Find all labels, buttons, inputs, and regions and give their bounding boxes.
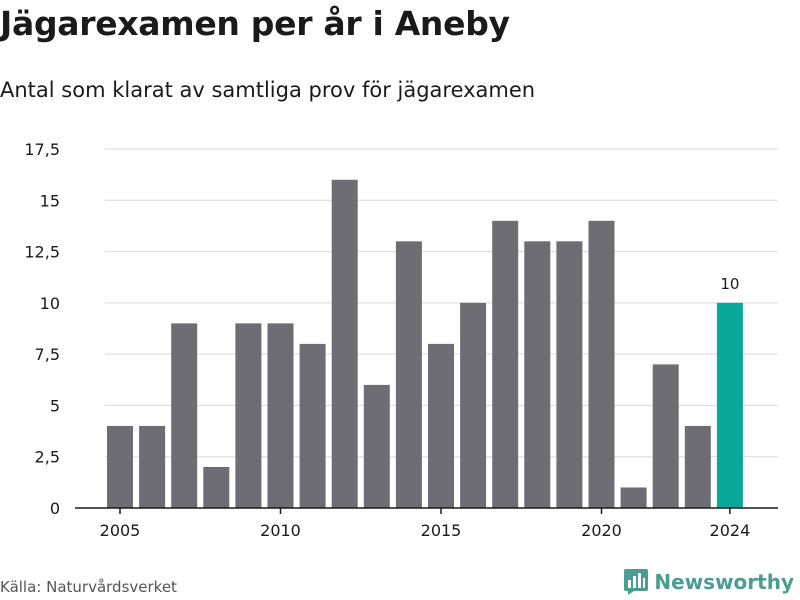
data-labels: 10: [720, 275, 739, 293]
bars: [107, 179, 743, 509]
bar: [428, 343, 454, 508]
bar: [716, 302, 743, 508]
bar: [492, 220, 519, 509]
x-tick-label: 2020: [581, 521, 622, 540]
y-axis-labels: 0 2,5 5 7,5 10 12,5 15 17,5: [24, 140, 60, 518]
bar: [556, 241, 583, 509]
y-tick-label: 2,5: [35, 448, 60, 467]
y-tick-label: 5: [50, 396, 60, 415]
bar: [460, 302, 487, 508]
y-tick-label: 10: [40, 294, 60, 313]
bar-chart: 0 2,5 5 7,5 10 12,5 15 17,5 2005 2010 2015 2020 202…: [24, 140, 778, 540]
y-tick-label: 12,5: [24, 243, 60, 262]
y-tick-label: 0: [50, 499, 60, 518]
bar: [684, 425, 711, 508]
brand-logo: Newsworthy: [624, 569, 794, 595]
x-tick-label: 2010: [260, 521, 301, 540]
x-axis-labels: 2005 2010 2015 2020 2024: [100, 521, 751, 540]
source-note: Källa: Naturvårdsverket: [0, 578, 177, 596]
bar: [171, 323, 198, 508]
bar: [331, 179, 358, 508]
newsworthy-logo-icon: [624, 569, 649, 595]
chart-subtitle: Antal som klarat av samtliga prov för jä…: [0, 78, 536, 102]
bar: [363, 384, 390, 508]
chart-title: Jägarexamen per år i Aneby: [0, 4, 510, 43]
bar: [203, 466, 230, 508]
bar: [267, 323, 294, 508]
x-axis: [75, 507, 778, 514]
bar: [524, 241, 551, 509]
bar: [107, 425, 133, 508]
y-tick-label: 15: [40, 191, 60, 210]
brand-name: Newsworthy: [654, 570, 794, 594]
y-tick-label: 17,5: [24, 140, 60, 159]
data-label: 10: [720, 275, 739, 293]
x-tick-label: 2015: [421, 521, 462, 540]
y-tick-label: 7,5: [35, 345, 60, 364]
bar: [620, 487, 647, 508]
bar: [652, 364, 679, 508]
bar: [588, 220, 615, 509]
x-tick-label: 2005: [100, 521, 141, 540]
x-tick-label: 2024: [710, 521, 751, 540]
bar: [235, 323, 262, 508]
bar: [299, 343, 326, 508]
bar: [395, 241, 422, 509]
bar: [139, 425, 166, 508]
